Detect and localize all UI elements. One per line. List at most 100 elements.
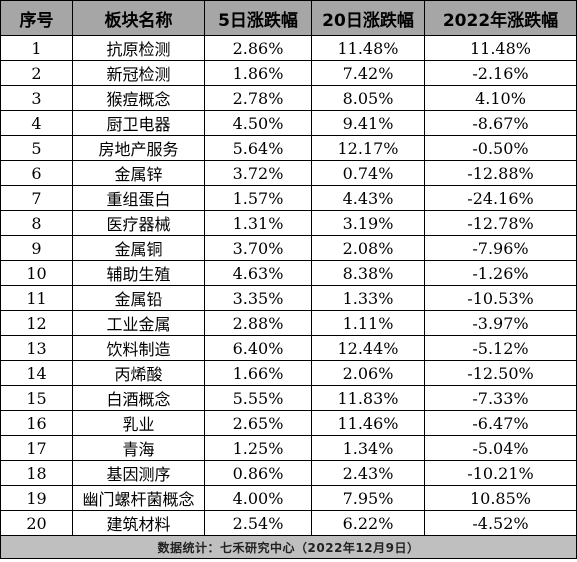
- cell-2022-change: -7.33%: [424, 385, 577, 411]
- table-row: 5 房地产服务 5.64% 12.17% -0.50%: [0, 135, 577, 161]
- cell-sector-name: 饮料制造: [72, 335, 205, 361]
- header-row: 序号 板块名称 5日涨跌幅 20日涨跌幅 2022年涨跌幅: [0, 0, 577, 36]
- footer-row: 数据统计：七禾研究中心（2022年12月9日）: [0, 535, 577, 559]
- cell-2022-change: 4.10%: [424, 85, 577, 111]
- cell-5day-change: 1.86%: [204, 60, 312, 86]
- cell-5day-change: 1.25%: [204, 435, 312, 461]
- cell-rank: 11: [0, 285, 73, 311]
- cell-2022-change: -7.96%: [424, 235, 577, 261]
- cell-rank: 8: [0, 210, 73, 236]
- cell-20day-change: 0.74%: [311, 160, 425, 186]
- cell-sector-name: 白酒概念: [72, 385, 205, 411]
- table-row: 8 医疗器械 1.31% 3.19% -12.78%: [0, 210, 577, 236]
- cell-rank: 15: [0, 385, 73, 411]
- cell-rank: 12: [0, 310, 73, 336]
- cell-5day-change: 4.50%: [204, 110, 312, 136]
- table-row: 20 建筑材料 2.54% 6.22% -4.52%: [0, 510, 577, 536]
- cell-20day-change: 4.43%: [311, 185, 425, 211]
- cell-20day-change: 11.48%: [311, 35, 425, 61]
- cell-sector-name: 丙烯酸: [72, 360, 205, 386]
- cell-sector-name: 抗原检测: [72, 35, 205, 61]
- cell-5day-change: 5.55%: [204, 385, 312, 411]
- cell-2022-change: -5.12%: [424, 335, 577, 361]
- cell-2022-change: -2.16%: [424, 60, 577, 86]
- cell-sector-name: 工业金属: [72, 310, 205, 336]
- cell-sector-name: 重组蛋白: [72, 185, 205, 211]
- cell-2022-change: -3.97%: [424, 310, 577, 336]
- cell-sector-name: 金属铅: [72, 285, 205, 311]
- cell-5day-change: 1.66%: [204, 360, 312, 386]
- cell-2022-change: -10.21%: [424, 460, 577, 486]
- table-row: 2 新冠检测 1.86% 7.42% -2.16%: [0, 60, 577, 86]
- table-row: 1 抗原检测 2.86% 11.48% 11.48%: [0, 35, 577, 61]
- cell-rank: 14: [0, 360, 73, 386]
- cell-20day-change: 1.11%: [311, 310, 425, 336]
- header-rank: 序号: [0, 0, 73, 36]
- table-row: 13 饮料制造 6.40% 12.44% -5.12%: [0, 335, 577, 361]
- cell-2022-change: -8.67%: [424, 110, 577, 136]
- cell-20day-change: 12.17%: [311, 135, 425, 161]
- table-body: 1 抗原检测 2.86% 11.48% 11.48% 2 新冠检测 1.86% 7.42% -2.…: [0, 35, 577, 536]
- cell-sector-name: 厨卫电器: [72, 110, 205, 136]
- header-20day-change: 20日涨跌幅: [311, 0, 425, 36]
- data-source-note: 数据统计：七禾研究中心（2022年12月9日）: [0, 535, 577, 559]
- cell-rank: 9: [0, 235, 73, 261]
- cell-5day-change: 1.31%: [204, 210, 312, 236]
- cell-5day-change: 2.78%: [204, 85, 312, 111]
- cell-2022-change: -12.78%: [424, 210, 577, 236]
- table-row: 15 白酒概念 5.55% 11.83% -7.33%: [0, 385, 577, 411]
- cell-sector-name: 建筑材料: [72, 510, 205, 536]
- cell-rank: 4: [0, 110, 73, 136]
- cell-20day-change: 9.41%: [311, 110, 425, 136]
- cell-20day-change: 7.95%: [311, 485, 425, 511]
- table-header: 序号 板块名称 5日涨跌幅 20日涨跌幅 2022年涨跌幅: [0, 0, 577, 36]
- cell-sector-name: 乳业: [72, 410, 205, 436]
- header-5day-change: 5日涨跌幅: [204, 0, 312, 36]
- cell-sector-name: 幽门螺杆菌概念: [72, 485, 205, 511]
- table-row: 9 金属铜 3.70% 2.08% -7.96%: [0, 235, 577, 261]
- table-row: 11 金属铅 3.35% 1.33% -10.53%: [0, 285, 577, 311]
- table-row: 4 厨卫电器 4.50% 9.41% -8.67%: [0, 110, 577, 136]
- table-row: 19 幽门螺杆菌概念 4.00% 7.95% 10.85%: [0, 485, 577, 511]
- cell-2022-change: 11.48%: [424, 35, 577, 61]
- cell-rank: 13: [0, 335, 73, 361]
- cell-rank: 20: [0, 510, 73, 536]
- cell-sector-name: 房地产服务: [72, 135, 205, 161]
- cell-20day-change: 8.05%: [311, 85, 425, 111]
- cell-rank: 18: [0, 460, 73, 486]
- cell-5day-change: 3.70%: [204, 235, 312, 261]
- table-row: 14 丙烯酸 1.66% 2.06% -12.50%: [0, 360, 577, 386]
- cell-2022-change: -10.53%: [424, 285, 577, 311]
- cell-sector-name: 基因测序: [72, 460, 205, 486]
- cell-2022-change: 10.85%: [424, 485, 577, 511]
- cell-sector-name: 青海: [72, 435, 205, 461]
- cell-rank: 2: [0, 60, 73, 86]
- cell-rank: 19: [0, 485, 73, 511]
- cell-rank: 6: [0, 160, 73, 186]
- cell-5day-change: 2.54%: [204, 510, 312, 536]
- cell-5day-change: 2.86%: [204, 35, 312, 61]
- table-footer: 数据统计：七禾研究中心（2022年12月9日）: [0, 535, 577, 559]
- cell-5day-change: 0.86%: [204, 460, 312, 486]
- cell-20day-change: 7.42%: [311, 60, 425, 86]
- cell-rank: 1: [0, 35, 73, 61]
- table-row: 7 重组蛋白 1.57% 4.43% -24.16%: [0, 185, 577, 211]
- cell-sector-name: 金属铜: [72, 235, 205, 261]
- cell-20day-change: 3.19%: [311, 210, 425, 236]
- cell-20day-change: 6.22%: [311, 510, 425, 536]
- cell-rank: 17: [0, 435, 73, 461]
- cell-rank: 5: [0, 135, 73, 161]
- cell-20day-change: 2.08%: [311, 235, 425, 261]
- table-row: 17 青海 1.25% 1.34% -5.04%: [0, 435, 577, 461]
- cell-rank: 16: [0, 410, 73, 436]
- cell-5day-change: 5.64%: [204, 135, 312, 161]
- cell-2022-change: -0.50%: [424, 135, 577, 161]
- cell-5day-change: 6.40%: [204, 335, 312, 361]
- cell-rank: 10: [0, 260, 73, 286]
- cell-20day-change: 1.34%: [311, 435, 425, 461]
- table-row: 12 工业金属 2.88% 1.11% -3.97%: [0, 310, 577, 336]
- cell-2022-change: -1.26%: [424, 260, 577, 286]
- cell-20day-change: 1.33%: [311, 285, 425, 311]
- cell-20day-change: 12.44%: [311, 335, 425, 361]
- cell-2022-change: -6.47%: [424, 410, 577, 436]
